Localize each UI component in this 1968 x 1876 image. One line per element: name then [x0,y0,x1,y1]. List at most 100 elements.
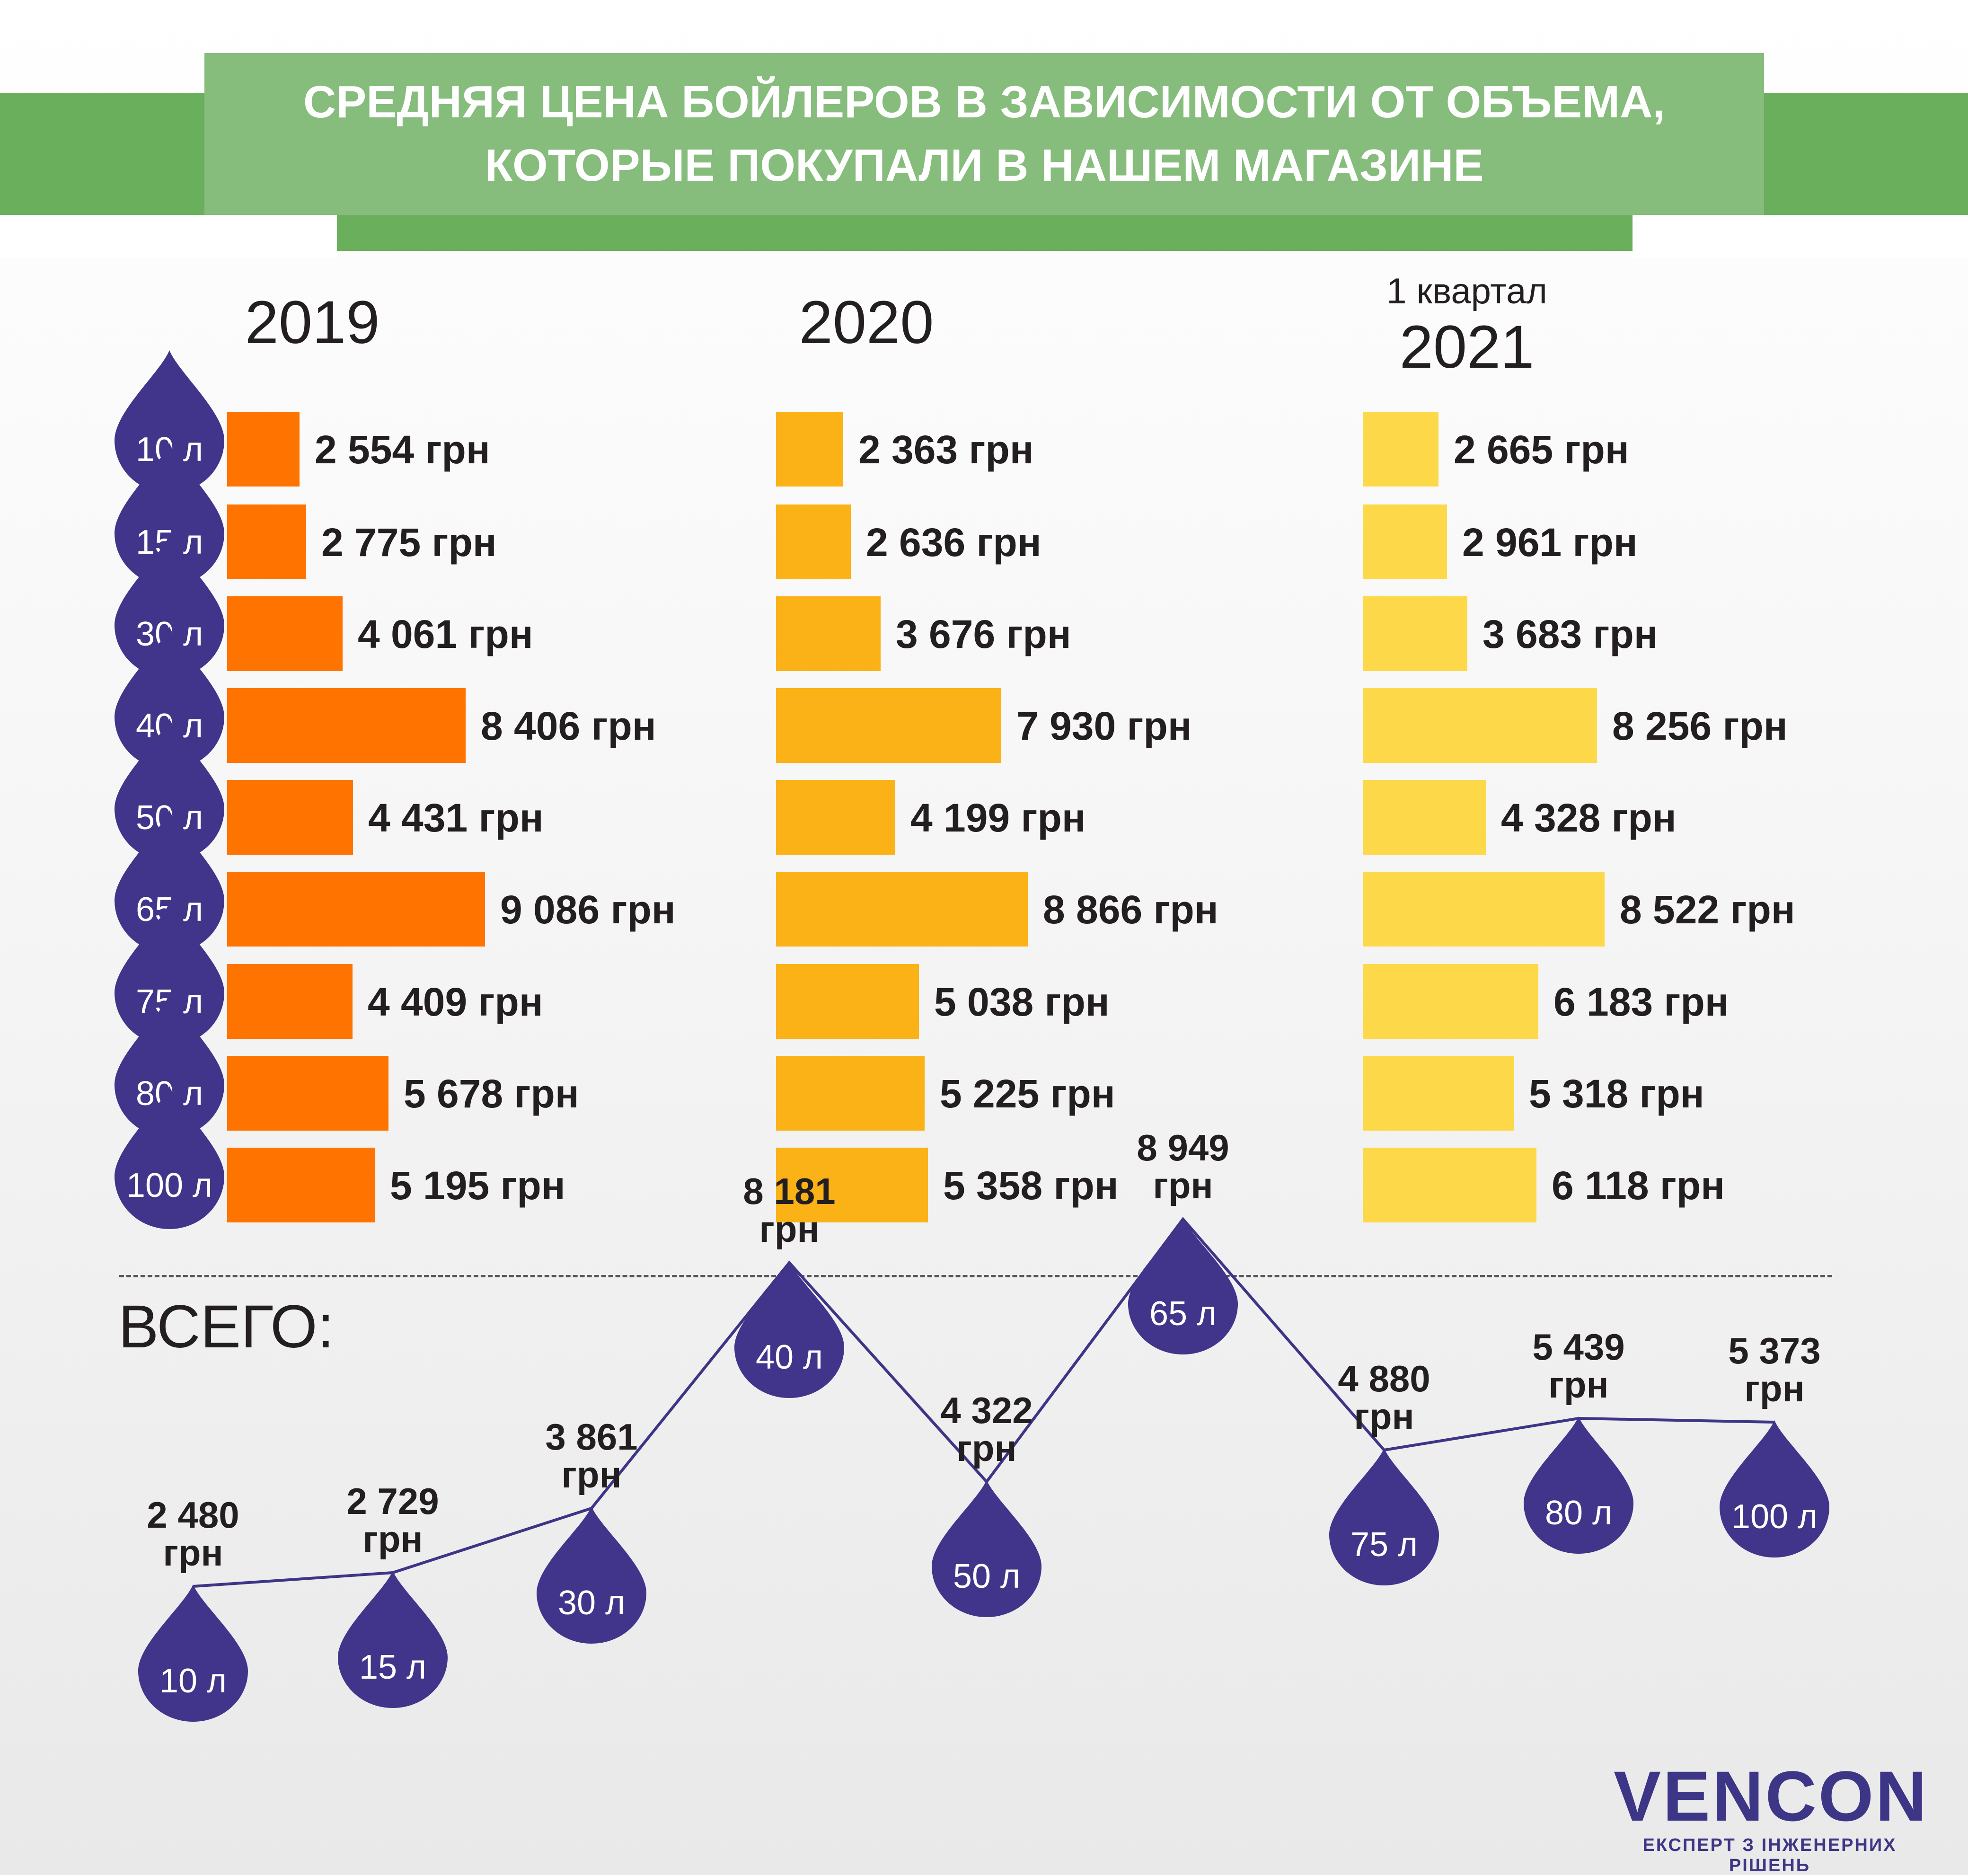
total-value-4: 4 322 [940,1389,1033,1431]
total-drop-label-1: 15 л [359,1648,427,1686]
total-drop-label-3: 40 л [755,1338,823,1376]
total-drop-label-2: 30 л [557,1584,626,1622]
bar-label-2020-0: 2 363 грн [858,427,1034,472]
total-unit-0: грн [163,1532,223,1574]
total-value-5: 8 949 [1137,1127,1229,1168]
bar-label-2020-3: 7 930 грн [1016,704,1192,748]
bar-2021-1 [1363,504,1447,579]
total-drop-6 [1329,1448,1439,1585]
banner-gap-right [1633,215,1968,257]
bar-2021-5 [1363,872,1605,947]
page-title-line-1: СРЕДНЯЯ ЦЕНА БОЙЛЕРОВ В ЗАВИСИМОСТИ ОТ О… [303,77,1666,127]
bar-2020-2 [776,596,881,671]
bar-2019-1 [227,504,306,579]
total-drop-label-0: 10 л [159,1662,227,1700]
total-unit-3: грн [759,1208,820,1250]
bar-label-2019-1: 2 775 грн [321,520,497,565]
bar-2019-7 [227,1056,388,1131]
bar-label-2020-2: 3 676 грн [896,612,1071,656]
bar-label-2021-8: 6 118 грн [1552,1163,1725,1208]
bar-label-2021-7: 5 318 грн [1529,1071,1704,1116]
total-drop-7 [1524,1416,1633,1554]
bar-2021-7 [1363,1056,1514,1131]
volume-drop-8 [115,1086,224,1229]
logo-name: VENCON [1614,1756,1929,1836]
vencon-logo: VENCON ЕКСПЕРТ З ІНЖЕНЕРНИХ РІШЕНЬ [1614,1756,1929,1876]
bar-2020-6 [776,964,919,1039]
bar-label-2021-6: 6 183 грн [1553,980,1729,1024]
total-drop-label-7: 80 л [1544,1494,1613,1532]
logo-tagline: ЕКСПЕРТ З ІНЖЕНЕРНИХ РІШЕНЬ [1642,1835,1897,1876]
total-drop-label-4: 50 л [953,1557,1021,1595]
bar-2019-3 [227,688,466,763]
bar-2020-7 [776,1056,925,1131]
total-drop-5 [1128,1217,1238,1354]
totals-title: ВСЕГО: [118,1293,335,1361]
bar-label-2019-4: 4 431 грн [368,796,544,840]
volume-drop-6 [115,903,224,1045]
year-2019-heading: 2019 [245,289,380,356]
total-drop-2 [537,1506,646,1644]
bar-2020-8 [776,1148,928,1222]
total-unit-4: грн [956,1427,1017,1469]
bar-label-2019-8: 5 195 грн [390,1163,565,1208]
total-drop-3 [734,1261,844,1398]
year-2020-heading: 2020 [799,289,934,356]
bar-label-2019-0: 2 554 грн [315,427,490,472]
bar-label-2021-5: 8 522 грн [1620,887,1795,932]
bar-2019-4 [227,780,353,855]
total-value-8: 5 373 [1728,1330,1821,1372]
total-value-1: 2 729 [346,1480,439,1522]
bar-label-2019-5: 9 086 грн [500,887,676,932]
total-unit-6: грн [1354,1396,1414,1437]
bar-label-2020-4: 4 199 грн [910,796,1086,840]
total-value-0: 2 480 [147,1494,239,1536]
total-unit-8: грн [1744,1368,1805,1409]
bar-label-2021-1: 2 961 грн [1462,520,1638,565]
bar-2020-4 [776,780,895,855]
bar-label-2021-4: 4 328 грн [1501,796,1677,840]
bar-2019-2 [227,596,343,671]
bar-2020-0 [776,412,843,487]
bar-label-2019-7: 5 678 грн [404,1071,579,1116]
bar-label-2021-0: 2 665 грн [1454,427,1629,472]
total-value-7: 5 439 [1532,1326,1625,1368]
page-title-line-2: КОТОРЫЕ ПОКУПАЛИ В НАШЕМ МАГАЗИНЕ [485,140,1484,191]
bar-2021-6 [1363,964,1538,1039]
total-drop-1 [338,1571,448,1708]
volume-drop-7 [115,994,224,1137]
total-unit-5: грн [1153,1165,1213,1206]
total-drop-label-5: 65 л [1149,1295,1217,1333]
total-drop-label-6: 75 л [1350,1526,1418,1564]
bar-label-2019-3: 8 406 грн [481,704,656,748]
bar-2021-8 [1363,1148,1536,1222]
bar-2021-4 [1363,780,1486,855]
bar-label-2020-1: 2 636 грн [866,520,1041,565]
total-unit-2: грн [561,1454,622,1495]
volume-drop-0 [115,350,224,493]
bar-2021-2 [1363,596,1467,671]
total-unit-7: грн [1548,1364,1609,1406]
bar-2020-3 [776,688,1001,763]
bar-label-2021-3: 8 256 грн [1612,704,1788,748]
total-drop-4 [932,1480,1041,1617]
bar-label-2020-6: 5 038 грн [934,980,1110,1024]
volume-drop-label-8: 100 л [126,1167,213,1204]
bar-2020-1 [776,504,851,579]
bar-2019-0 [227,412,300,487]
total-value-2: 3 861 [545,1416,638,1458]
volume-drop-4 [115,718,224,861]
section-divider [119,1275,1832,1277]
bar-2021-3 [1363,688,1597,763]
bar-label-2020-5: 8 866 грн [1043,887,1218,932]
volume-drop-3 [115,627,224,770]
bar-label-2021-2: 3 683 грн [1483,612,1658,656]
bar-2019-5 [227,872,485,947]
bar-2021-0 [1363,412,1438,487]
year-2021-heading: 2021 [1399,313,1535,381]
bar-2019-6 [227,964,353,1039]
total-unit-1: грн [362,1518,423,1560]
bar-label-2019-2: 4 061 грн [358,612,533,656]
volume-drop-1 [115,443,224,586]
volume-drop-5 [115,810,224,953]
